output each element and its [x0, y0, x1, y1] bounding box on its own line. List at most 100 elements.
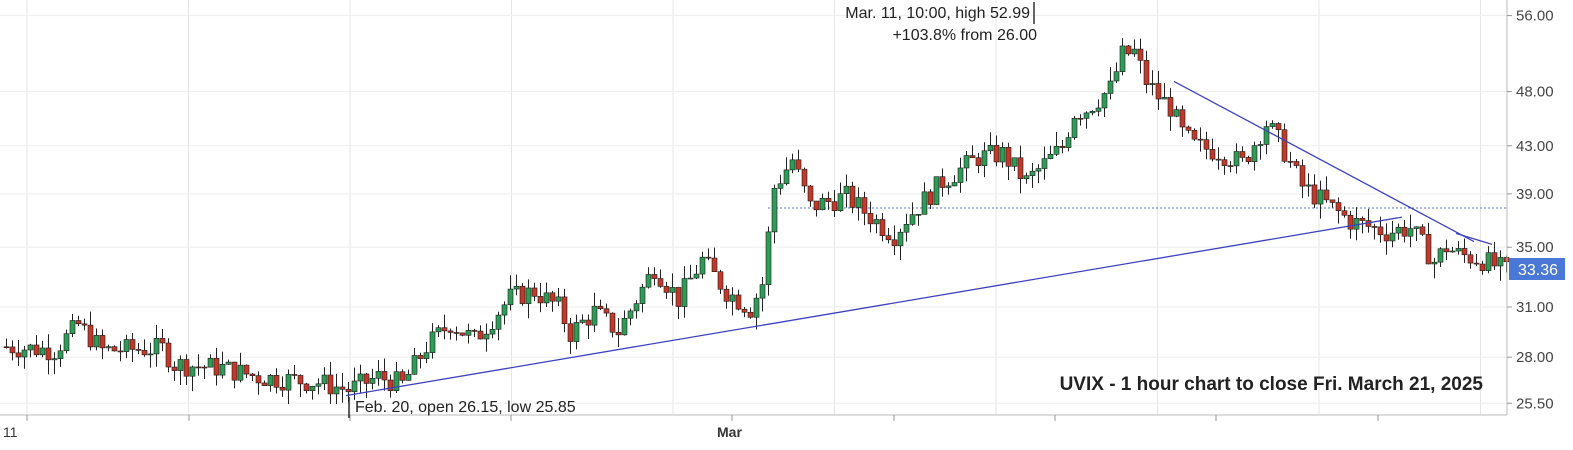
candle: [657, 269, 664, 288]
candle-body: [519, 285, 526, 305]
candle-body: [1155, 83, 1162, 100]
candle: [1161, 83, 1168, 100]
candle: [1461, 238, 1468, 263]
annotation-high-line2: +103.8% from 26.00: [892, 27, 1037, 44]
candle-body: [333, 386, 340, 395]
y-tick-label: 28.00: [1516, 349, 1554, 366]
candle-body: [603, 308, 610, 314]
candle: [93, 328, 100, 351]
candle-body: [1011, 157, 1018, 167]
candle-body: [447, 330, 454, 333]
candle-body: [303, 383, 310, 391]
candle: [831, 190, 838, 218]
candle: [423, 341, 430, 364]
candle-body: [201, 366, 208, 369]
candle: [1323, 176, 1330, 203]
candle-body: [1233, 151, 1240, 167]
candle: [183, 354, 190, 385]
candle: [843, 174, 850, 208]
candle-body: [165, 342, 172, 368]
candle: [1419, 224, 1426, 237]
candle-body: [843, 185, 850, 194]
candle: [459, 332, 466, 337]
candle-body: [393, 371, 400, 391]
candle-body: [927, 191, 934, 205]
candle-body: [195, 366, 202, 369]
candle: [1077, 114, 1084, 126]
candle-body: [531, 287, 538, 297]
candle-body: [855, 197, 862, 208]
candle-body: [159, 338, 166, 344]
candle: [501, 301, 508, 325]
y-tick-label: 39.00: [1516, 186, 1554, 203]
candle: [39, 340, 46, 358]
candle: [765, 226, 772, 296]
candle-body: [747, 311, 754, 318]
candle: [681, 266, 688, 318]
candle-body: [1065, 137, 1072, 148]
candle-body: [387, 379, 394, 391]
candle: [87, 311, 94, 351]
candle: [1065, 132, 1072, 152]
candle: [291, 365, 298, 380]
candle: [729, 287, 736, 316]
candle-body: [231, 361, 238, 381]
candle-body: [1005, 147, 1012, 167]
candle: [855, 187, 862, 221]
candle: [1185, 125, 1192, 134]
candle: [1443, 239, 1450, 261]
candle-body: [1317, 189, 1324, 205]
candle: [675, 287, 682, 320]
candle-body: [813, 200, 820, 211]
candle: [1395, 223, 1402, 240]
candle: [201, 365, 208, 380]
candle-body: [1245, 157, 1252, 163]
candle: [111, 345, 118, 352]
candle: [207, 354, 214, 368]
candle-body: [279, 387, 286, 391]
candle-body: [903, 223, 910, 233]
candle: [387, 374, 394, 398]
candle-body: [57, 350, 64, 359]
candle-body: [993, 145, 1000, 163]
candle: [531, 282, 538, 302]
candle: [723, 285, 730, 309]
candle: [633, 300, 640, 319]
candle-body: [1107, 80, 1114, 94]
candle-body: [627, 310, 634, 319]
candle: [435, 325, 442, 337]
candle: [837, 182, 844, 212]
candle-body: [243, 364, 250, 375]
candle: [1353, 207, 1360, 241]
candle: [567, 317, 574, 354]
candle: [747, 307, 754, 319]
candle-body: [939, 176, 946, 188]
candle: [243, 364, 250, 379]
candle: [1287, 151, 1294, 168]
candle-body: [1143, 60, 1150, 85]
trendlines: [345, 80, 1493, 397]
candle-body: [465, 330, 472, 336]
candle: [807, 185, 814, 207]
candle-body: [1347, 214, 1354, 230]
candle: [897, 228, 904, 261]
candle-body: [15, 352, 22, 358]
candle-body: [123, 339, 130, 352]
trendline-support: [345, 216, 1403, 397]
candle: [1155, 70, 1162, 110]
candle: [129, 333, 136, 362]
candle-body: [1389, 232, 1396, 242]
candle-body: [1047, 153, 1054, 159]
candle: [1281, 123, 1288, 164]
candle-body: [1149, 83, 1156, 85]
candle: [141, 339, 148, 357]
candle: [1041, 146, 1048, 180]
candle-body: [1491, 252, 1498, 267]
candle-body: [819, 197, 826, 211]
candle-body: [39, 347, 46, 356]
candle: [477, 325, 484, 340]
candle: [627, 308, 634, 326]
candle-body: [909, 214, 916, 225]
candle: [921, 182, 928, 215]
candle: [519, 283, 526, 306]
